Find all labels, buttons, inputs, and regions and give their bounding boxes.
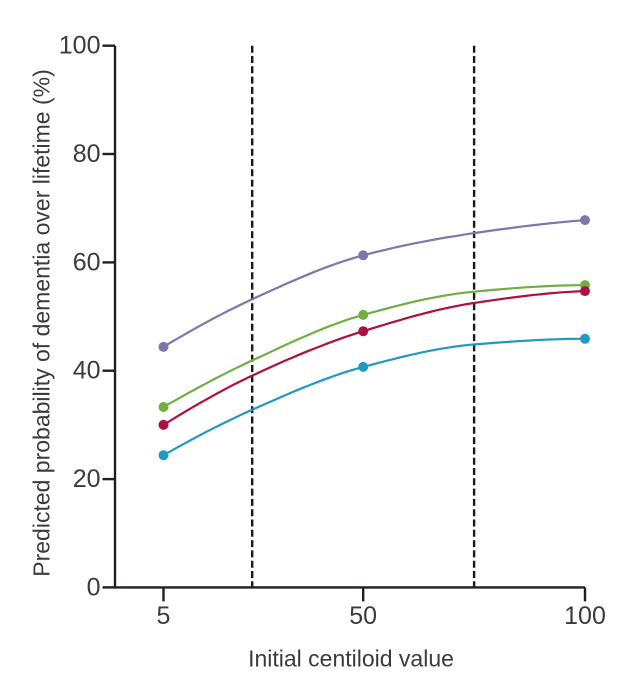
svg-text:100: 100 (59, 32, 101, 60)
svg-text:20: 20 (73, 465, 101, 493)
svg-text:50: 50 (349, 602, 377, 630)
svg-text:60: 60 (73, 248, 101, 276)
svg-text:Initial centiloid value: Initial centiloid value (248, 646, 454, 672)
svg-text:5: 5 (157, 602, 171, 630)
svg-text:40: 40 (73, 357, 101, 385)
svg-text:80: 80 (73, 140, 101, 168)
svg-text:100: 100 (564, 602, 606, 630)
svg-text:Predicted probability of demen: Predicted probability of dementia over l… (29, 69, 55, 577)
svg-text:0: 0 (87, 573, 101, 601)
